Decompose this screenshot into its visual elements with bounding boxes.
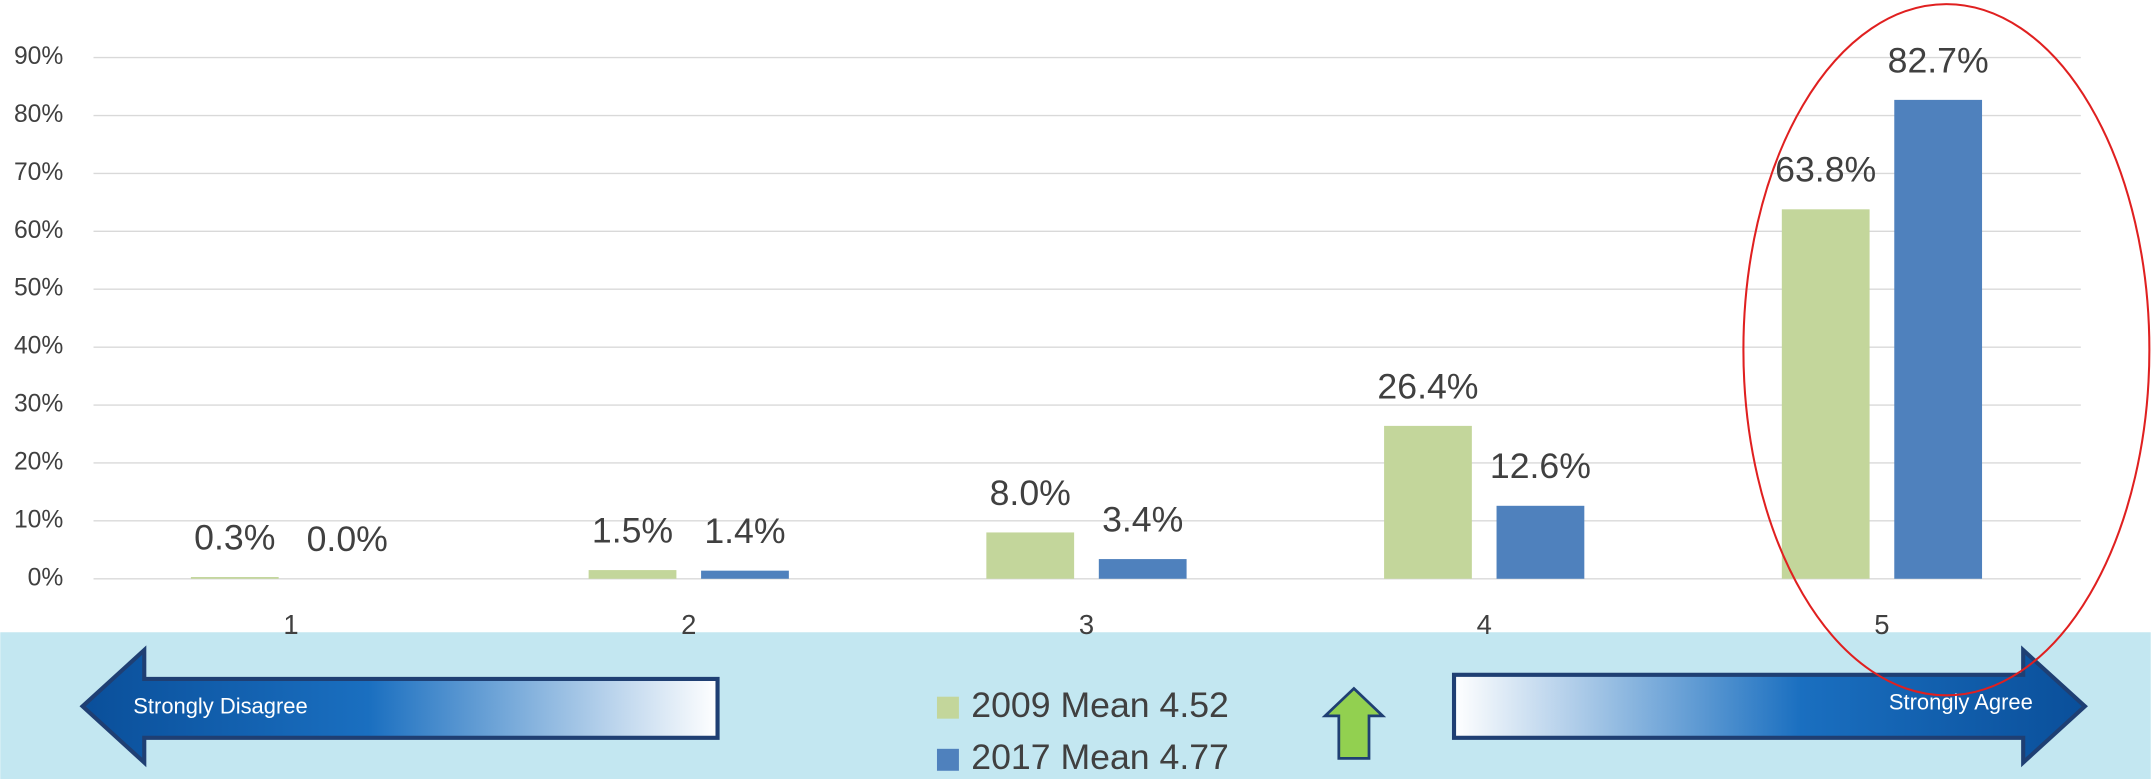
- highlight-ellipse: [1742, 3, 2151, 697]
- annotation: Strongly Agree: [1889, 689, 2033, 714]
- y-tick-label: 0%: [28, 564, 64, 591]
- y-tick-label: 50%: [14, 275, 63, 302]
- data-label: 3.4%: [1102, 499, 1183, 539]
- bar: [701, 570, 789, 579]
- y-tick-label: 30%: [14, 391, 63, 418]
- legend-swatch: [936, 748, 959, 771]
- x-tick-label: 3: [1079, 609, 1094, 640]
- left-arrow: Strongly Disagree: [79, 645, 720, 768]
- bar: [1781, 209, 1870, 579]
- bar: [190, 577, 279, 579]
- x-tick-label: 2: [681, 609, 696, 640]
- bar: [1894, 99, 1983, 579]
- bar: [1496, 505, 1585, 579]
- x-tick-label: 1: [283, 609, 298, 640]
- data-label: 63.8%: [1775, 150, 1876, 190]
- y-tick-label: 80%: [14, 101, 63, 128]
- legend-swatch: [936, 696, 959, 719]
- x-tick-label: 4: [1477, 609, 1492, 640]
- data-label: 12.6%: [1490, 446, 1591, 486]
- bar: [588, 570, 677, 579]
- y-tick-label: 70%: [14, 159, 63, 186]
- legend-label: 2017 Mean 4.77: [971, 737, 1229, 777]
- data-label: 1.4%: [704, 511, 785, 551]
- plot-area: 0% 10% 20% 30% 40% 50% 60% 70% 80% 90% 1 0.3% 0.0% 2 1…: [14, 40, 2081, 640]
- data-label: 26.4%: [1377, 366, 1478, 406]
- annotation: Strongly Disagree: [133, 693, 307, 718]
- data-label: 8.0%: [990, 473, 1071, 513]
- legend: 2009 Mean 4.52 2017 Mean 4.77: [936, 685, 1229, 777]
- y-tick-label: 20%: [14, 448, 63, 475]
- bar: [1098, 559, 1187, 579]
- bar: [986, 532, 1075, 579]
- data-label: 0.0%: [307, 519, 388, 559]
- data-label: 1.5%: [592, 510, 673, 550]
- bar: [1384, 425, 1472, 579]
- y-tick-label: 10%: [14, 506, 63, 533]
- up-arrow: [1321, 686, 1387, 760]
- y-tick-label: 90%: [14, 43, 63, 70]
- legend-label: 2009 Mean 4.52: [971, 685, 1229, 725]
- data-label: 0.3%: [194, 517, 275, 557]
- data-label: 82.7%: [1888, 40, 1989, 80]
- y-tick-label: 40%: [14, 333, 63, 360]
- x-tick-label: 5: [1874, 609, 1889, 640]
- y-tick-label: 60%: [14, 217, 63, 244]
